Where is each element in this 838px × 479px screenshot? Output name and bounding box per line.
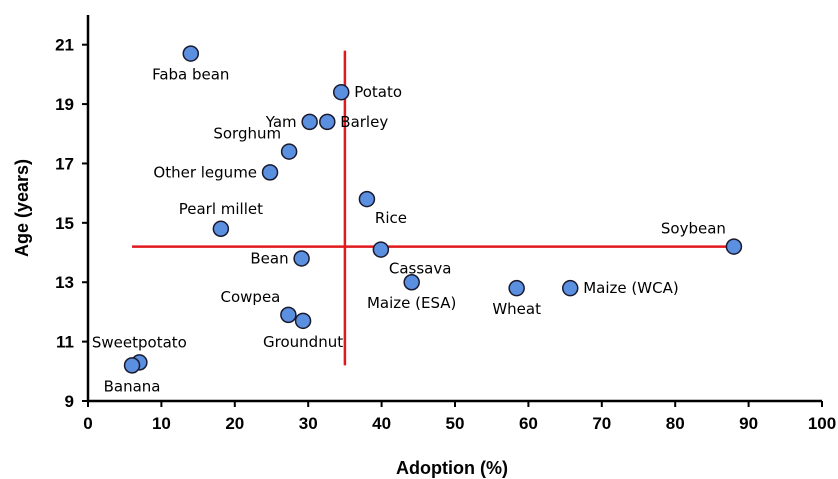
x-tick-label: 90: [739, 414, 758, 433]
axes: [82, 15, 823, 407]
x-tick-label: 100: [808, 414, 836, 433]
point-label: Wheat: [492, 300, 541, 318]
point-yam: [301, 113, 318, 131]
data-points: [123, 45, 743, 374]
point-label: Pearl millet: [179, 200, 263, 218]
point-faba-bean: [182, 45, 200, 62]
point-label: Sorghum: [213, 125, 281, 143]
x-tick-label: 30: [299, 414, 318, 433]
point-groundnut: [294, 312, 312, 330]
point-label: Other legume: [153, 163, 257, 181]
point-label: Cowpea: [221, 288, 281, 306]
point-label: Maize (ESA): [367, 294, 456, 312]
point-label: Soybean: [661, 220, 726, 238]
y-tick-label: 17: [55, 154, 74, 173]
point-labels: Faba bean Potato Yam Barley Sorghum Other leg…: [92, 66, 726, 396]
point-label: Cassava: [389, 260, 452, 278]
x-tick-label: 20: [225, 414, 244, 433]
x-tick-label: 50: [446, 414, 465, 433]
point-soybean: [725, 238, 743, 255]
point-label: Banana: [104, 377, 161, 395]
point-label: Bean: [250, 249, 288, 267]
point-maize-wca: [561, 279, 579, 297]
x-tick-label: 80: [666, 414, 685, 433]
point-label: Rice: [375, 209, 407, 227]
reference-lines: [132, 50, 734, 366]
point-maize-esa: [403, 273, 420, 291]
point-label: Maize (WCA): [583, 279, 678, 297]
point-banana: [123, 357, 141, 374]
point-bean: [293, 250, 310, 267]
point-label: Potato: [354, 83, 402, 101]
point-label: Sweetpotato: [92, 333, 187, 351]
point-label: Faba bean: [152, 66, 229, 84]
y-tick-label: 21: [55, 36, 74, 55]
x-tick-label: 70: [592, 414, 611, 433]
y-tick-label: 13: [55, 273, 74, 292]
point-barley: [319, 113, 336, 131]
point-rice: [358, 190, 376, 208]
point-pearl-millet: [212, 220, 230, 238]
x-tick-label: 40: [372, 414, 391, 433]
point-other-legume: [261, 164, 279, 181]
point-cowpea: [280, 306, 297, 324]
x-tick-label: 0: [83, 414, 92, 433]
point-sorghum: [280, 143, 298, 160]
point-label: Barley: [340, 113, 388, 131]
point-cassava: [372, 241, 390, 258]
tick-labels: 0 10 20 30 40 50 60 70 80 90 100 9 11 13 15 17 19 21: [55, 36, 836, 433]
y-tick-label: 19: [55, 95, 74, 114]
point-wheat: [508, 279, 525, 297]
y-axis-title: Age (years): [12, 159, 32, 257]
x-tick-label: 10: [152, 414, 171, 433]
point-label: Groundnut: [263, 333, 343, 351]
x-tick-label: 60: [519, 414, 538, 433]
y-tick-label: 11: [56, 333, 74, 352]
point-label: Yam: [265, 113, 297, 131]
y-tick-label: 9: [65, 392, 74, 411]
point-potato: [332, 83, 350, 101]
y-tick-label: 15: [55, 214, 74, 233]
x-axis-title: Adoption (%): [396, 458, 508, 478]
